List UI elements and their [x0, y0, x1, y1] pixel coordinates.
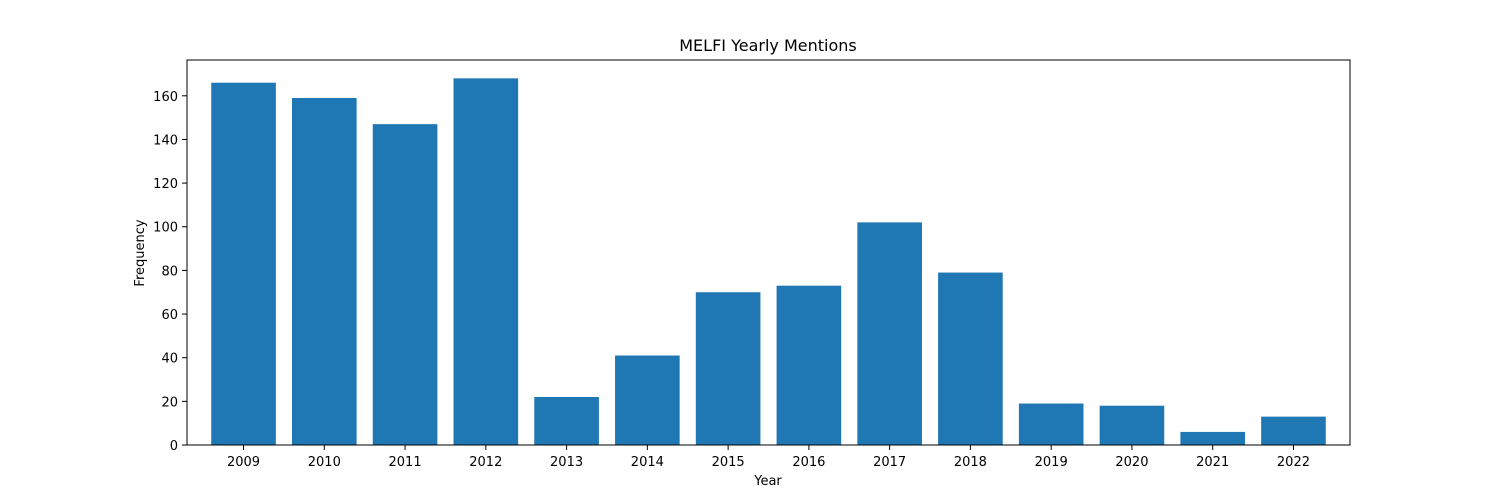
y-axis-label: Frequency — [133, 219, 148, 286]
x-axis: 2009 2010 2011 2012 2013 2014 2015 2016 2017 2018… — [227, 445, 1310, 470]
bars-group — [211, 78, 1326, 446]
bar-2022 — [1261, 416, 1326, 445]
x-axis-label: Year — [753, 474, 782, 489]
x-tick-label: 2015 — [712, 455, 745, 470]
x-tick-label: 2014 — [631, 455, 664, 470]
y-tick-label: 120 — [153, 177, 178, 192]
bar-2016 — [776, 285, 842, 445]
chart-title: MELFI Yearly Mentions — [679, 36, 856, 55]
bar-2021 — [1180, 431, 1246, 445]
y-tick-label: 60 — [161, 308, 178, 323]
bar-2010 — [291, 97, 357, 445]
x-tick-label: 2019 — [1035, 455, 1068, 470]
y-tick-label: 160 — [153, 90, 178, 105]
x-tick-label: 2010 — [308, 455, 341, 470]
bar-2015 — [695, 292, 761, 445]
y-tick-label: 20 — [161, 395, 178, 410]
bar-2020 — [1099, 405, 1165, 445]
bar-2019 — [1018, 403, 1084, 445]
y-tick-label: 80 — [161, 264, 178, 279]
bar-2017 — [857, 222, 922, 445]
bar-2011 — [372, 124, 438, 446]
plot-frame — [186, 59, 1351, 446]
x-tick-label: 2009 — [227, 455, 260, 470]
x-tick-label: 2021 — [1196, 455, 1229, 470]
bar-2013 — [534, 396, 599, 445]
x-tick-label: 2013 — [550, 455, 583, 470]
bar-2009 — [211, 82, 276, 445]
bar-2018 — [938, 272, 1003, 445]
y-tick-label: 40 — [161, 352, 178, 367]
y-axis: 0 20 40 60 80 100 120 140 160 — [153, 90, 187, 454]
x-tick-label: 2011 — [389, 455, 422, 470]
x-tick-label: 2018 — [954, 455, 987, 470]
y-tick-label: 140 — [153, 133, 178, 148]
x-tick-label: 2017 — [873, 455, 906, 470]
x-tick-label: 2022 — [1277, 455, 1310, 470]
y-tick-label: 0 — [170, 439, 178, 454]
y-tick-label: 100 — [153, 221, 178, 236]
x-tick-label: 2012 — [469, 455, 502, 470]
bar-2012 — [453, 78, 519, 445]
x-tick-label: 2016 — [792, 455, 825, 470]
bar-2014 — [615, 355, 680, 445]
x-tick-label: 2020 — [1115, 455, 1148, 470]
